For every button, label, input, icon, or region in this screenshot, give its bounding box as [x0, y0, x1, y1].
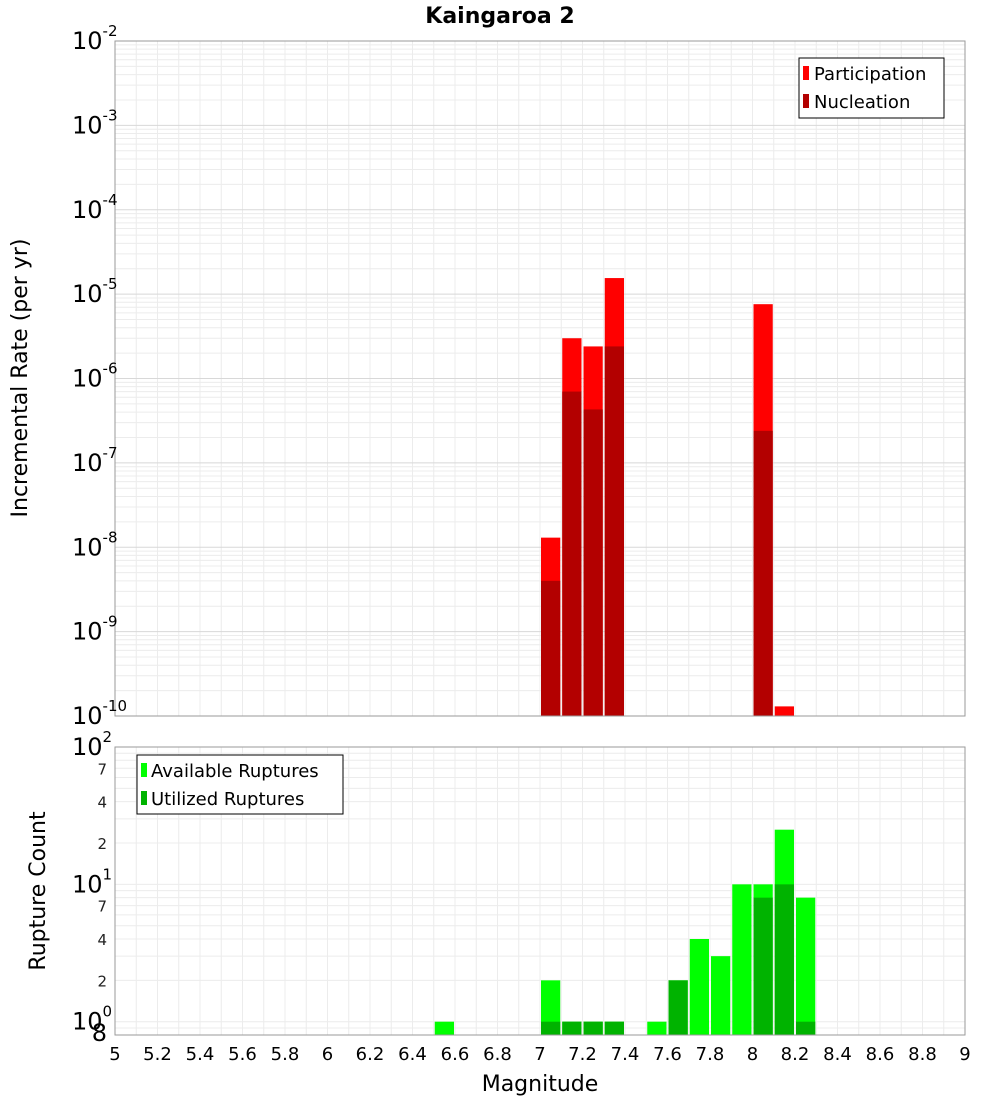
bottom-bar-utilized-ruptures	[774, 884, 794, 1035]
bottom-legend-box	[136, 754, 344, 815]
top-y-tick-label: 10-7	[72, 444, 118, 477]
x-tick-label: 8.8	[908, 1044, 937, 1065]
x-tick-label: 7.6	[653, 1044, 682, 1065]
bottom-y-axis-label: Rupture Count	[26, 811, 51, 971]
bottom-y-tick-label: 102	[72, 728, 112, 761]
top-y-tick-label: 10-6	[72, 360, 118, 393]
legend-swatch-participation	[803, 66, 809, 80]
x-tick-label: 5.6	[228, 1044, 257, 1065]
top-grid	[114, 41, 966, 717]
bottom-y-tick-label: 101	[72, 865, 112, 898]
bottom-bar-available-ruptures	[732, 884, 752, 1035]
bottom-legend: Available Ruptures Utilized Ruptures	[136, 754, 344, 815]
x-tick-label: 6.2	[356, 1044, 385, 1065]
top-y-tick-label: 10-10	[72, 697, 127, 730]
legend-label-participation: Participation	[814, 64, 926, 85]
top-bar-nucleation	[541, 580, 561, 716]
x-tick-label: 5	[109, 1044, 120, 1065]
x-tick-label: 6.4	[398, 1044, 427, 1065]
x-tick-label: 8	[747, 1044, 758, 1065]
top-y-tick-label: 10-5	[72, 275, 118, 308]
legend-swatch-nucleation	[803, 94, 809, 108]
x-tick-labels: 5 5.2 5.4 5.6 5.8 6 6.2 6.4 6.6 6.8 7 7.2 7.4 7.6 7.8 8…	[109, 1044, 970, 1065]
bottom-bars	[434, 829, 816, 1035]
bottom-bar-utilized-ruptures	[562, 1021, 582, 1035]
bottom-bar-utilized-ruptures	[668, 980, 688, 1035]
x-tick-label: 5.8	[271, 1044, 300, 1065]
bottom-bar-available-ruptures	[689, 939, 709, 1035]
top-y-ticks: 10-2 10-3 10-4 10-5 10-6 10-7 10-8 10-9 10-10	[72, 22, 127, 730]
x-tick-label: 5.4	[186, 1044, 215, 1065]
bottom-y-ticks: 102 101 100 7 4 2 7 4 2 8	[72, 728, 112, 1047]
top-bars	[541, 278, 794, 716]
top-y-tick-label: 10-2	[72, 22, 118, 55]
x-axis-label: Magnitude	[482, 1072, 599, 1097]
legend-label-nucleation: Nucleation	[814, 92, 910, 113]
bottom-bar-available-ruptures	[647, 1021, 667, 1035]
bottom-y-minor-tick-label: 7	[97, 760, 107, 778]
bottom-bar-utilized-ruptures	[541, 1021, 561, 1035]
bottom-panel: 102 101 100 7 4 2 7 4 2 8 5 5.2 5.4 5.6 5.8 6 6.2 6.4 6.6…	[26, 728, 971, 1097]
top-panel: 10-2 10-3 10-4 10-5 10-6 10-7 10-8 10-9 10-10 In…	[8, 22, 966, 730]
legend-swatch-available	[141, 763, 147, 777]
bottom-bar-available-ruptures	[711, 956, 731, 1035]
top-bar-nucleation	[562, 391, 582, 716]
bottom-y-minor-tick-label: 2	[97, 972, 107, 990]
top-y-tick-label: 10-3	[72, 106, 118, 139]
bottom-bar-utilized-ruptures	[583, 1021, 603, 1035]
x-tick-label: 7.4	[611, 1044, 640, 1065]
x-tick-label: 6.8	[483, 1044, 512, 1065]
chart-title: Kaingaroa 2	[425, 4, 574, 29]
top-bar-nucleation	[583, 409, 603, 716]
bottom-bar-utilized-ruptures	[796, 1021, 816, 1035]
top-y-tick-label: 10-4	[72, 191, 118, 224]
top-bar-nucleation	[753, 430, 773, 716]
bottom-y-minor-tick-label: 2	[97, 835, 107, 853]
x-tick-label: 7.8	[696, 1044, 725, 1065]
x-tick-label: 6	[322, 1044, 333, 1065]
x-tick-label: 8.4	[823, 1044, 852, 1065]
top-plot-frame	[114, 40, 966, 717]
legend-swatch-utilized	[141, 791, 147, 805]
bottom-bar-available-ruptures	[541, 980, 561, 1035]
bottom-y-minor-tick-label: 7	[97, 898, 107, 916]
top-y-axis-label: Incremental Rate (per yr)	[8, 239, 33, 518]
top-bar-nucleation	[604, 346, 624, 716]
top-y-tick-label: 10-8	[72, 528, 118, 561]
x-tick-label: 8.2	[781, 1044, 810, 1065]
legend-label-utilized: Utilized Ruptures	[151, 789, 304, 810]
x-tick-label: 8.6	[866, 1044, 895, 1065]
bottom-bar-available-ruptures	[796, 897, 816, 1035]
x-tick-label: 7.2	[568, 1044, 597, 1065]
x-tick-label: 6.6	[441, 1044, 470, 1065]
legend-label-available: Available Ruptures	[151, 761, 319, 782]
top-y-tick-label: 10-9	[72, 613, 118, 646]
top-legend-box	[798, 57, 945, 119]
bottom-plot-frame	[114, 746, 966, 1036]
top-legend: Participation Nucleation	[798, 57, 945, 119]
x-tick-label: 9	[959, 1044, 970, 1065]
x-tick-label: 5.2	[143, 1044, 172, 1065]
bottom-y-minor-tick-label: 4	[97, 931, 107, 949]
bottom-bar-available-ruptures	[434, 1021, 454, 1035]
bottom-y-minor-tick-label: 4	[97, 794, 107, 812]
bottom-bar-utilized-ruptures	[604, 1021, 624, 1035]
top-bar-participation	[774, 706, 794, 716]
bottom-y-tick-label: 100	[72, 1003, 112, 1036]
x-tick-label: 7	[534, 1044, 545, 1065]
bottom-bar-utilized-ruptures	[753, 897, 773, 1035]
bottom-y-minor-tick-label: 8	[92, 1019, 107, 1047]
